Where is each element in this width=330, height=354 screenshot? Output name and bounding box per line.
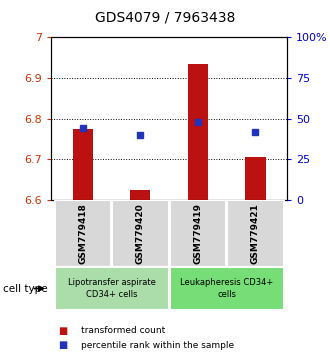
Bar: [112, 200, 169, 267]
Bar: [73, 129, 93, 200]
Text: percentile rank within the sample: percentile rank within the sample: [81, 341, 234, 350]
Text: GSM779419: GSM779419: [193, 203, 202, 264]
Bar: [188, 64, 208, 200]
Bar: [54, 267, 169, 310]
Text: Leukapheresis CD34+
cells: Leukapheresis CD34+ cells: [180, 278, 273, 299]
Bar: [130, 190, 150, 200]
Text: cell type: cell type: [3, 284, 48, 293]
Text: ■: ■: [58, 340, 67, 350]
Bar: [54, 200, 111, 267]
Text: transformed count: transformed count: [81, 326, 165, 336]
Bar: [246, 157, 266, 200]
Text: Lipotransfer aspirate
CD34+ cells: Lipotransfer aspirate CD34+ cells: [68, 278, 155, 299]
Text: ■: ■: [58, 326, 67, 336]
Text: GSM779420: GSM779420: [136, 203, 145, 264]
Bar: [170, 200, 226, 267]
Text: GSM779421: GSM779421: [251, 203, 260, 264]
Bar: [170, 267, 284, 310]
Text: GSM779418: GSM779418: [78, 203, 87, 264]
Text: GDS4079 / 7963438: GDS4079 / 7963438: [95, 11, 235, 25]
Bar: [227, 200, 284, 267]
